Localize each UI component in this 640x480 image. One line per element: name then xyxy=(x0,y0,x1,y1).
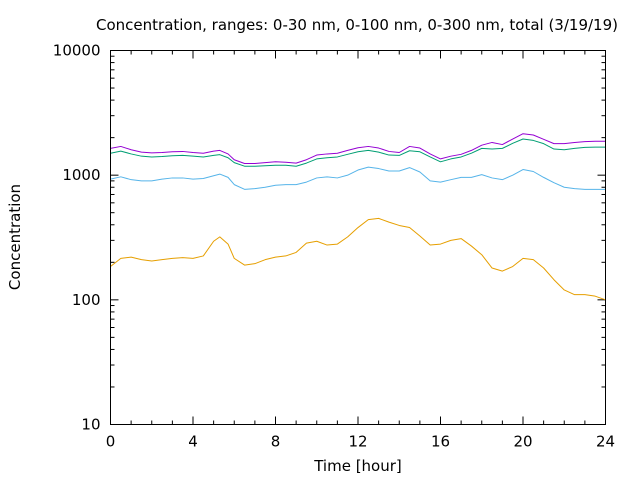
x-tick-label: 24 xyxy=(596,433,615,451)
y-tick-label: 10 xyxy=(81,416,100,434)
series-line-3 xyxy=(110,138,606,167)
y-axis-label: Concentration xyxy=(6,184,24,290)
series-group xyxy=(110,133,606,301)
series-line-4 xyxy=(110,133,606,165)
y-tick-label: 10000 xyxy=(53,42,101,60)
x-tick-label: 4 xyxy=(188,433,198,451)
x-tick-label: 20 xyxy=(513,433,532,451)
chart-title: Concentration, ranges: 0-30 nm, 0-100 nm… xyxy=(96,16,618,34)
x-tick-label: 0 xyxy=(106,433,116,451)
x-tick-label: 12 xyxy=(348,433,367,451)
plot-frame xyxy=(110,50,606,425)
y-axis-ticks: 10 100 1000 10000 xyxy=(53,42,606,434)
x-axis-label: Time [hour] xyxy=(313,457,402,475)
series-line-1 xyxy=(110,217,606,301)
y-tick-label: 1000 xyxy=(62,166,100,184)
series-line-2 xyxy=(110,166,606,190)
x-axis-ticks: 0 4 8 12 16 20 24 xyxy=(106,50,615,451)
x-tick-label: 16 xyxy=(431,433,450,451)
y-tick-label: 100 xyxy=(72,291,101,309)
x-tick-label: 8 xyxy=(271,433,281,451)
